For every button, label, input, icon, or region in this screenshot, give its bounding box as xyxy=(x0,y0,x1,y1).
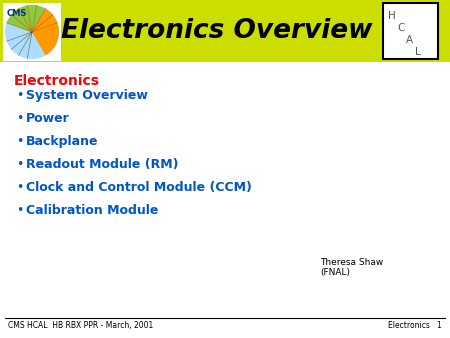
Text: L: L xyxy=(415,47,421,57)
Text: Electronics   1: Electronics 1 xyxy=(388,321,442,330)
Bar xyxy=(383,3,438,59)
Text: CMS: CMS xyxy=(7,9,27,18)
Text: Calibration Module: Calibration Module xyxy=(26,204,158,217)
Text: A: A xyxy=(406,35,413,45)
Bar xyxy=(3,3,61,61)
Text: (FNAL): (FNAL) xyxy=(320,268,350,277)
Text: CMS HCAL  HB RBX PPR - March, 2001: CMS HCAL HB RBX PPR - March, 2001 xyxy=(8,321,153,330)
Text: System Overview: System Overview xyxy=(26,89,148,102)
Text: Electronics Overview: Electronics Overview xyxy=(61,18,373,44)
Text: •: • xyxy=(16,112,23,125)
Text: •: • xyxy=(16,158,23,171)
Text: Backplane: Backplane xyxy=(26,135,99,148)
Bar xyxy=(0,0,450,62)
Text: Electronics: Electronics xyxy=(14,74,100,88)
Text: •: • xyxy=(16,181,23,194)
Text: Clock and Control Module (CCM): Clock and Control Module (CCM) xyxy=(26,181,252,194)
Text: Power: Power xyxy=(26,112,70,125)
Text: Readout Module (RM): Readout Module (RM) xyxy=(26,158,179,171)
Text: •: • xyxy=(16,89,23,102)
Wedge shape xyxy=(32,8,59,55)
Text: Theresa Shaw: Theresa Shaw xyxy=(320,258,383,267)
Circle shape xyxy=(5,5,59,59)
Text: H: H xyxy=(388,11,396,21)
Text: •: • xyxy=(16,204,23,217)
Text: C: C xyxy=(397,23,405,33)
Text: •: • xyxy=(16,135,23,148)
Wedge shape xyxy=(7,5,45,32)
